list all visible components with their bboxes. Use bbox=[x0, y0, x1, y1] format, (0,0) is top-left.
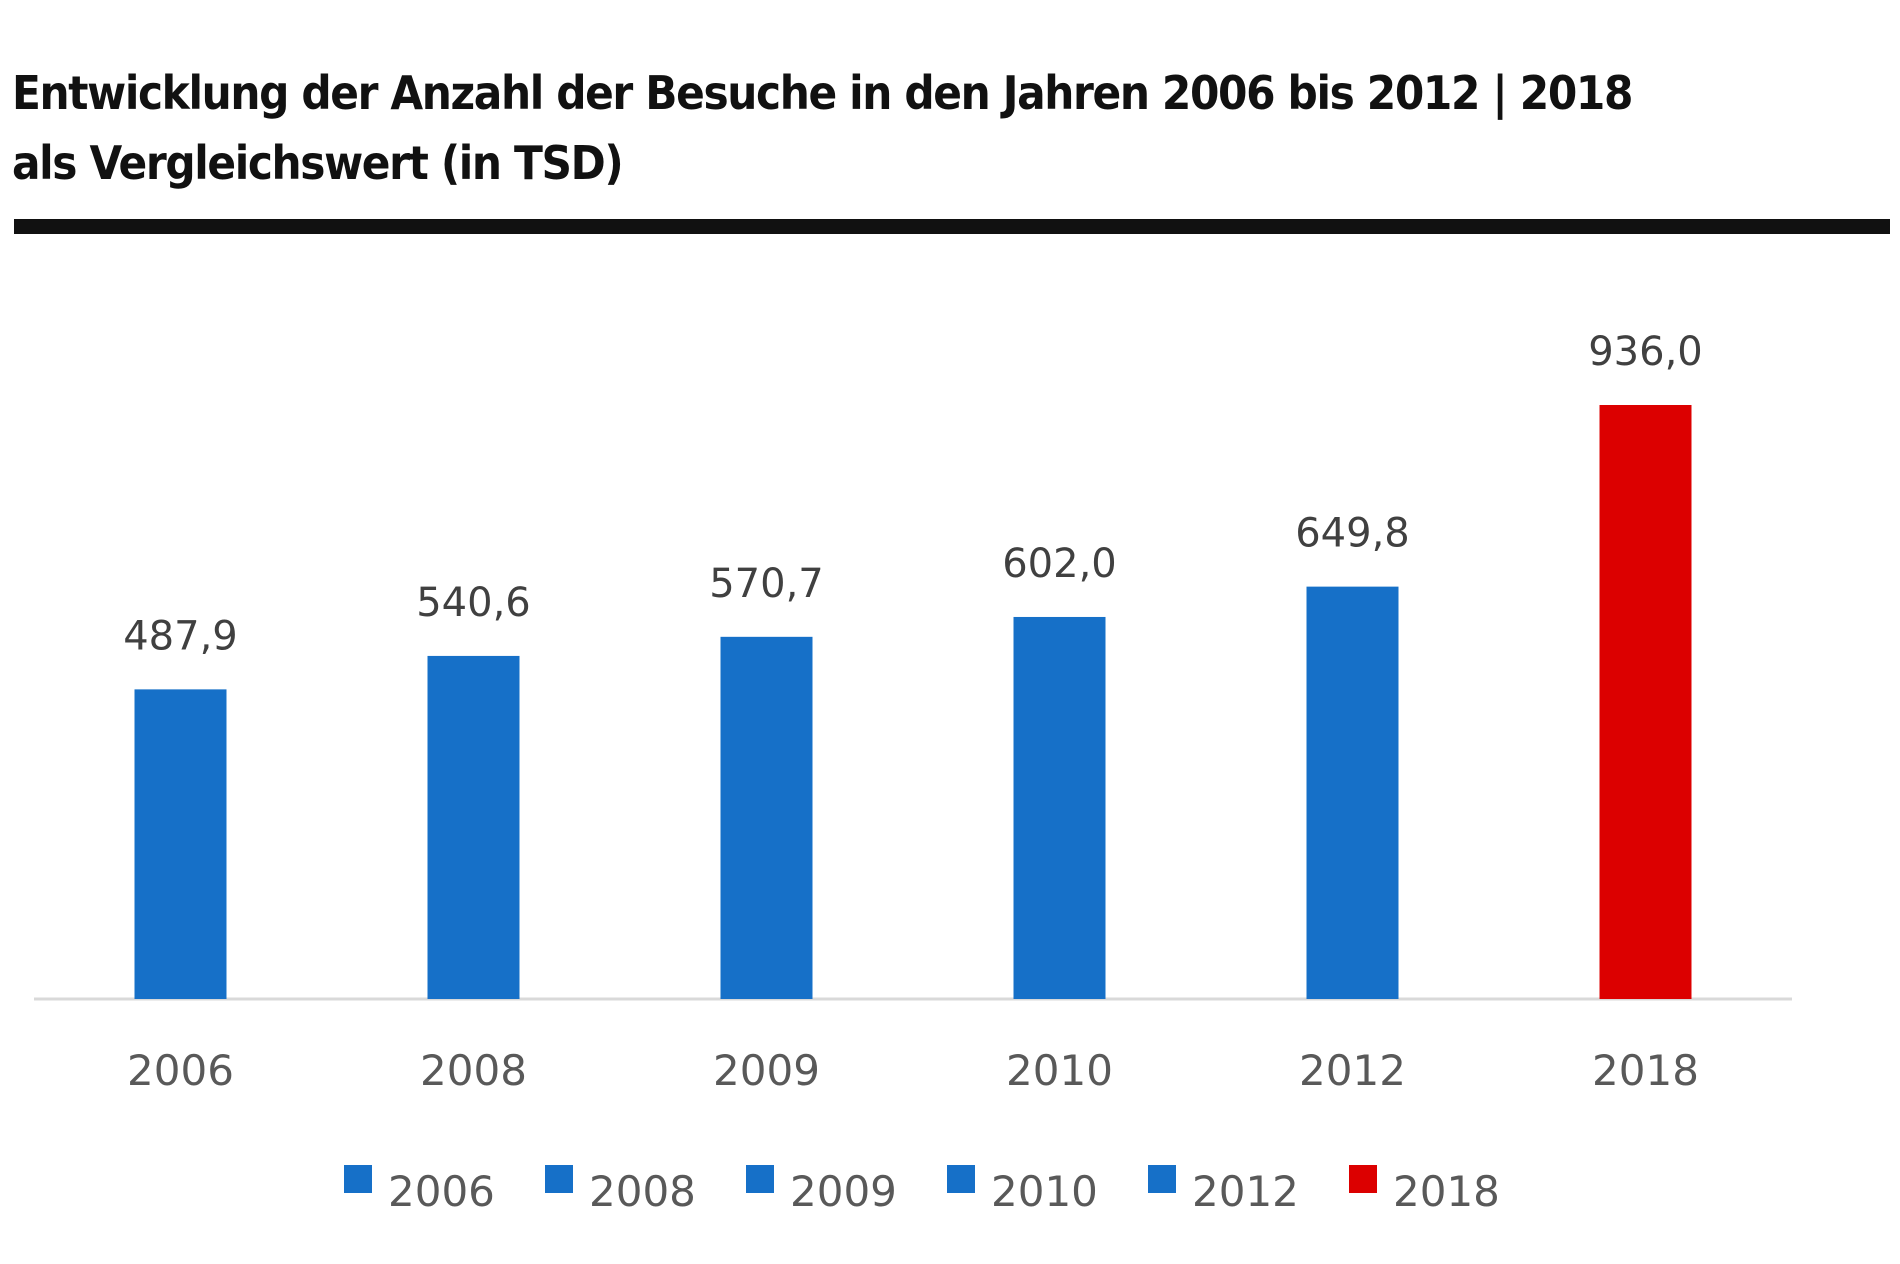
data-label-2008: 540,6 bbox=[416, 580, 531, 626]
x-tick-label-2012: 2012 bbox=[1299, 1046, 1406, 1095]
chart-title: Entwicklung der Anzahl der Besuche in de… bbox=[12, 58, 1742, 198]
legend-swatch-2008 bbox=[545, 1165, 573, 1193]
chart-title-line-1: Entwicklung der Anzahl der Besuche in de… bbox=[12, 66, 1633, 120]
legend-swatch-2018 bbox=[1349, 1165, 1377, 1193]
data-label-2010: 602,0 bbox=[1002, 541, 1117, 587]
legend-swatch-2010 bbox=[947, 1165, 975, 1193]
chart-title-line-2: als Vergleichswert (in TSD) bbox=[12, 136, 624, 190]
legend-label-2006: 2006 bbox=[388, 1167, 495, 1216]
bar-2008 bbox=[427, 655, 520, 999]
legend-swatch-2009 bbox=[746, 1165, 774, 1193]
x-tick-label-2008: 2008 bbox=[420, 1046, 527, 1095]
title-rule bbox=[14, 219, 1890, 234]
legend-swatch-2006 bbox=[344, 1165, 372, 1193]
legend-label-2008: 2008 bbox=[589, 1167, 696, 1216]
bar-2006 bbox=[134, 689, 227, 999]
bar-2009 bbox=[720, 636, 813, 999]
x-tick-label-2010: 2010 bbox=[1006, 1046, 1113, 1095]
data-label-2018: 936,0 bbox=[1588, 329, 1703, 375]
legend-label-2010: 2010 bbox=[991, 1167, 1098, 1216]
legend-swatch-2012 bbox=[1148, 1165, 1176, 1193]
bar-2010 bbox=[1013, 616, 1106, 999]
x-tick-label-2009: 2009 bbox=[713, 1046, 820, 1095]
x-tick-label-2018: 2018 bbox=[1592, 1046, 1699, 1095]
bar-2018 bbox=[1599, 405, 1692, 999]
legend-label-2012: 2012 bbox=[1192, 1167, 1299, 1216]
data-label-2006: 487,9 bbox=[123, 613, 238, 659]
data-label-2009: 570,7 bbox=[709, 561, 824, 607]
bar-2012 bbox=[1306, 586, 1399, 999]
x-tick-label-2006: 2006 bbox=[127, 1046, 234, 1095]
legend-label-2009: 2009 bbox=[790, 1167, 897, 1216]
data-label-2012: 649,8 bbox=[1295, 511, 1410, 557]
legend-label-2018: 2018 bbox=[1393, 1167, 1500, 1216]
